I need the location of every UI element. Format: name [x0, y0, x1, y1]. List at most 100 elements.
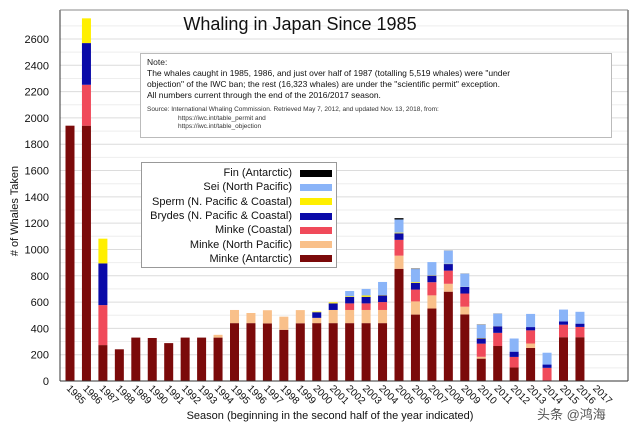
legend-swatch — [300, 226, 332, 234]
bar-segment — [427, 262, 437, 276]
bar-segment — [114, 349, 124, 381]
bar-2008 — [443, 250, 453, 381]
note-heading: Note: — [147, 57, 168, 67]
bar-segment — [312, 323, 322, 381]
bar-segment — [98, 345, 108, 381]
legend-swatch — [300, 255, 332, 263]
bar-segment — [493, 313, 503, 327]
bar-segment — [509, 338, 519, 352]
note-line: objection" of the IWC ban; the rest (16,… — [147, 79, 501, 89]
bar-segment — [410, 283, 420, 290]
bar-segment — [246, 312, 256, 324]
bar-segment — [542, 352, 552, 365]
bar-segment — [526, 327, 536, 331]
bar-segment — [509, 351, 519, 357]
y-tick-label: 800 — [31, 271, 49, 283]
bar-segment — [559, 309, 568, 322]
bar-segment — [328, 302, 338, 304]
bar-2011 — [493, 313, 503, 381]
source-link: https://iwc.int/table_permit and — [178, 114, 266, 122]
bar-segment — [378, 295, 388, 303]
bar-segment — [394, 239, 404, 256]
bar-segment — [230, 323, 239, 381]
bar-segment — [312, 312, 322, 318]
bar-1996 — [246, 312, 256, 381]
bar-segment — [460, 273, 470, 287]
bar-1992 — [180, 337, 190, 381]
y-axis-label: # of Whales Taken — [9, 165, 21, 257]
bar-2005 — [394, 218, 404, 381]
bar-segment — [542, 367, 552, 381]
y-tick-label: 200 — [31, 350, 49, 362]
y-tick-label: 2000 — [25, 113, 49, 125]
bar-segment — [131, 337, 141, 381]
bar-segment — [410, 301, 420, 315]
bar-segment — [559, 321, 568, 325]
bar-series — [65, 18, 585, 382]
bar-segment — [345, 309, 355, 324]
bar-segment — [460, 293, 470, 307]
legend-item: Brydes (N. Pacific & Coastal) — [142, 209, 332, 223]
bar-segment — [476, 358, 486, 381]
bar-segment — [295, 310, 305, 324]
bar-segment — [460, 314, 470, 381]
bar-segment — [542, 364, 552, 368]
bar-segment — [361, 288, 371, 296]
bar-segment — [279, 316, 289, 330]
bar-segment — [147, 337, 157, 381]
bar-segment — [81, 18, 91, 44]
bar-segment — [312, 317, 322, 324]
bar-2003 — [361, 288, 371, 381]
bar-segment — [410, 314, 420, 381]
bar-2013 — [526, 313, 536, 381]
bar-1991 — [164, 343, 174, 381]
y-tick-label: 1000 — [25, 244, 49, 256]
legend-label: Minke (North Pacific) — [189, 238, 292, 251]
bar-segment — [509, 367, 519, 381]
bar-1988 — [114, 349, 124, 381]
bar-segment — [394, 219, 404, 233]
bar-segment — [81, 43, 91, 85]
bar-segment — [378, 281, 388, 296]
bar-segment — [361, 303, 371, 310]
bar-2012 — [509, 338, 519, 381]
bar-segment — [295, 323, 305, 381]
bar-segment — [197, 337, 207, 381]
bar-segment — [180, 337, 190, 381]
y-tick-label: 0 — [43, 376, 49, 388]
bar-segment — [443, 250, 453, 264]
bar-segment — [394, 268, 404, 381]
note-annotation: Note: The whales caught in 1985, 1986, a… — [140, 53, 612, 138]
bar-1994 — [213, 334, 223, 381]
bar-segment — [410, 282, 420, 284]
bar-1999 — [295, 310, 305, 381]
bar-1985 — [65, 125, 75, 382]
y-tick-label: 2400 — [25, 60, 49, 72]
bar-segment — [262, 323, 272, 381]
bar-segment — [65, 125, 75, 382]
bar-segment — [361, 296, 371, 304]
bar-segment — [213, 337, 223, 381]
bar-segment — [328, 323, 338, 381]
bar-segment — [312, 311, 322, 313]
bar-segment — [345, 296, 355, 304]
bar-segment — [345, 296, 355, 297]
bar-segment — [98, 263, 108, 306]
bar-segment — [427, 282, 437, 296]
y-tick-label: 1200 — [25, 218, 49, 230]
bar-segment — [328, 309, 338, 324]
bar-segment — [559, 337, 568, 381]
legend-item: Minke (Coastal) — [142, 223, 332, 237]
bar-segment — [427, 308, 437, 381]
y-tick-label: 1400 — [25, 192, 49, 204]
axes — [59, 9, 629, 382]
bar-1998 — [279, 316, 289, 381]
bar-2015 — [559, 309, 568, 381]
bar-1990 — [147, 337, 157, 381]
bar-segment — [410, 269, 420, 283]
bar-segment — [394, 233, 404, 240]
bar-segment — [493, 346, 503, 381]
bar-2000 — [312, 311, 322, 381]
bar-2007 — [427, 262, 437, 381]
bar-segment — [81, 84, 91, 126]
